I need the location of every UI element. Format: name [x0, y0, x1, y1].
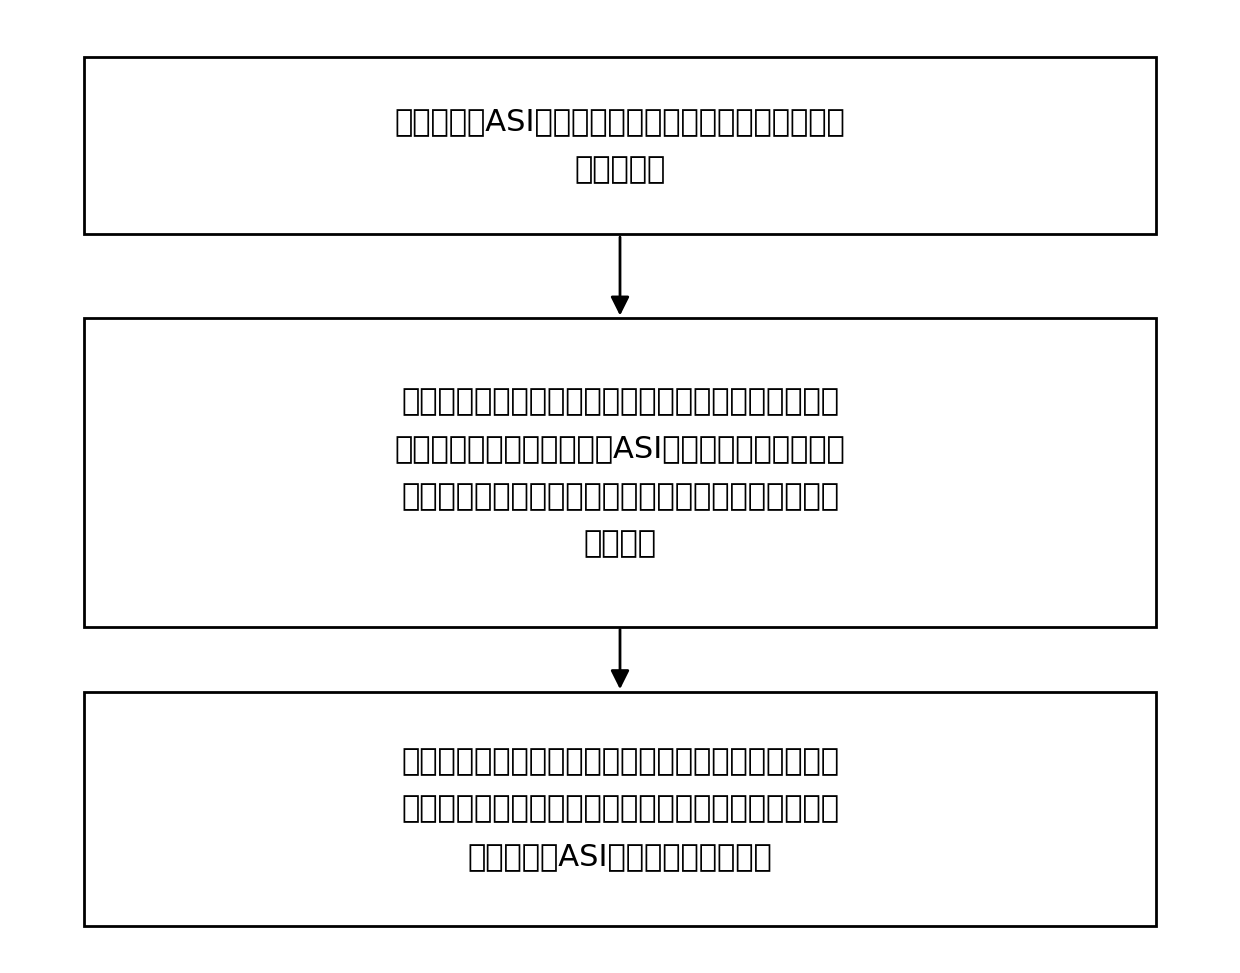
Text: 单片机接收ASI总线信号传输系统传输的主站发来的请
求报文信号: 单片机接收ASI总线信号传输系统传输的主站发来的请 求报文信号: [394, 107, 846, 184]
Text: 单片机对所述应答报文数据进行发送处理，通过编码得
到对应于应答报文数据的应答报文信号，并将应答报文
信号发送给ASI总线信号传输系统。: 单片机对所述应答报文数据进行发送处理，通过编码得 到对应于应答报文数据的应答报文…: [401, 747, 839, 871]
Text: 单片机对接收的请求报文信号进行接收处理，通过解码
恢复出请求报文数据，按照ASI通信协议的要求进行帧
校验，并基于请求报文数据进行相应的处理，生成应答
报文数据: 单片机对接收的请求报文信号进行接收处理，通过解码 恢复出请求报文数据，按照ASI…: [394, 387, 846, 559]
FancyBboxPatch shape: [84, 318, 1156, 627]
FancyBboxPatch shape: [84, 692, 1156, 925]
FancyBboxPatch shape: [84, 56, 1156, 234]
